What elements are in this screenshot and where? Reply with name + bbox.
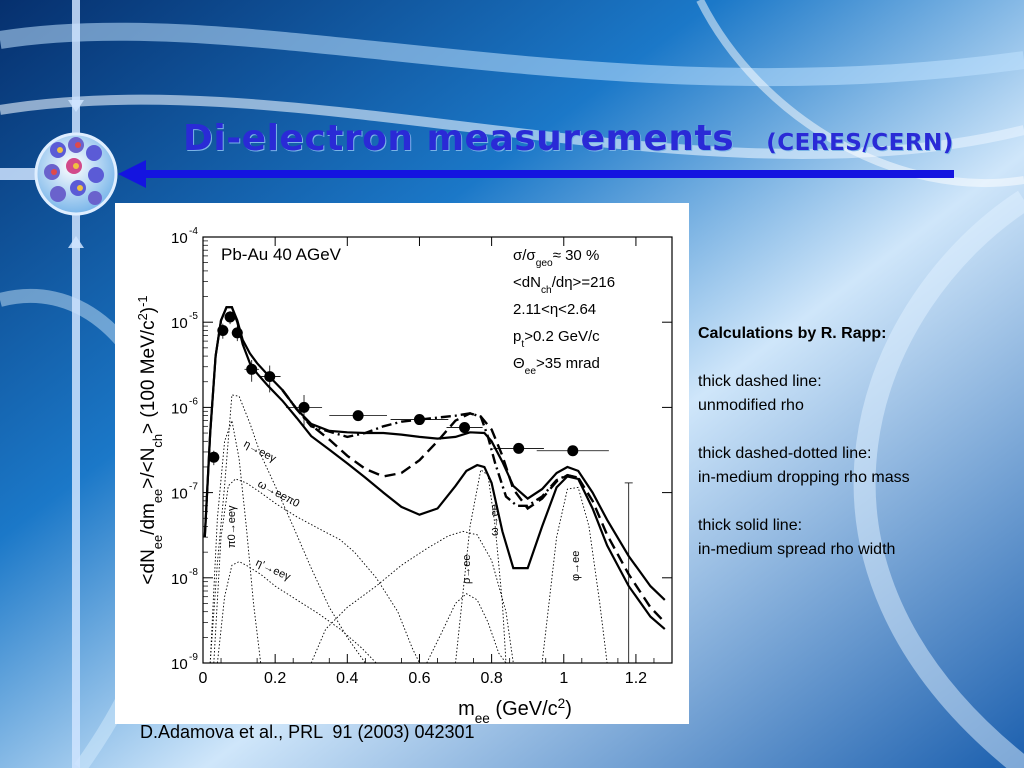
title-sub: (CERES/CERN) (766, 130, 954, 156)
note-dashdot-desc: in-medium dropping rho mass (698, 469, 910, 486)
y-tick-label: 10 (171, 315, 188, 332)
notes-heading: Calculations by R. Rapp: (698, 325, 887, 342)
note-solid-style: thick solid line: (698, 517, 803, 534)
annotation-cut: 2.11<η<2.64 (513, 301, 596, 318)
data-point (264, 371, 276, 383)
note-dashed: thick dashed line: unmodified rho (698, 370, 910, 418)
data-point (246, 363, 258, 375)
x-tick-label: 0.6 (408, 670, 430, 687)
note-solid-desc: in-medium spread rho width (698, 541, 896, 558)
decay-label-phi: φ→ee (570, 551, 582, 581)
x-tick-label: 0.8 (480, 670, 502, 687)
curve-thick-solid (203, 306, 666, 601)
curve-thick-dashdot (281, 389, 579, 507)
y-tick-exponent: -6 (189, 396, 198, 407)
x-tick-label: 0 (199, 670, 208, 687)
decay-label-etaprime: η'→eeγ (254, 557, 293, 584)
x-tick-label: 0.2 (264, 670, 286, 687)
curve-thin-dotted (209, 418, 262, 664)
annotation-system: Pb-Au 40 AGeV (221, 245, 342, 264)
data-point (208, 451, 220, 463)
decay-label-omega: ω→ee (489, 504, 501, 536)
plot-frame (202, 236, 673, 664)
data-point (224, 311, 236, 323)
curve-thin-dotted (213, 478, 420, 664)
annotation-cut: σ/σgeo≈ 30 % (513, 247, 599, 269)
chart-points (208, 311, 609, 466)
y-tick-label: 10 (171, 230, 188, 247)
note-dashed-style: thick dashed line: (698, 373, 822, 390)
x-tick-label: 1 (559, 670, 568, 687)
annotation-cut: pt>0.2 GeV/c (513, 328, 600, 350)
note-solid: thick solid line: in-medium spread rho w… (698, 514, 910, 562)
annotation-cut: Θee>35 mrad (513, 355, 600, 377)
decay-label-rho: ρ→ee (461, 555, 473, 585)
note-dashed-desc: unmodified rho (698, 397, 804, 414)
y-tick-exponent: -4 (189, 226, 198, 237)
title-arrow (140, 170, 954, 178)
data-point (217, 324, 229, 336)
y-tick-label: 10 (171, 571, 188, 588)
x-axis-title: mee (GeV/c2) (458, 696, 572, 725)
curve-thin-dotted (216, 561, 377, 664)
vertical-rail (72, 0, 80, 768)
data-point (231, 327, 243, 339)
slide-title: Di-electron measurements (CERES/CERN) (183, 118, 954, 159)
figure-citation: D.Adamova et al., PRL 91 (2003) 042301 (140, 722, 475, 742)
curve-thin-dotted (310, 530, 514, 664)
chart-axes: 0 0.2 0.4 0.6 0.8 1 1.210-410-510-610-710 -810-… (171, 226, 673, 687)
data-point (459, 422, 471, 434)
x-tick-label: 0.4 (336, 670, 358, 687)
data-point (413, 414, 425, 426)
curve-thin-dotted (541, 486, 608, 664)
y-tick-label: 10 (171, 486, 188, 503)
note-dashdot: thick dashed-dotted line: in-medium drop… (698, 442, 910, 490)
data-point (352, 410, 364, 422)
y-tick-exponent: -9 (189, 652, 198, 663)
dielectron-chart: 0 0.2 0.4 0.6 0.8 1 1.210-410-510-610-710 -810-… (135, 226, 673, 725)
x-tick-label: 1.2 (625, 670, 647, 687)
data-point (298, 401, 310, 413)
data-point (567, 445, 579, 457)
y-tick-exponent: -5 (189, 311, 198, 322)
annotation-cut: <dNch/dη>=216 (513, 274, 615, 296)
note-dashdot-style: thick dashed-dotted line: (698, 445, 872, 462)
y-tick-label: 10 (171, 656, 188, 673)
y-axis-title: <dNee/dmee>/<Nch> (100 MeV/c2)-1 (135, 295, 165, 584)
curve-thin-dotted (455, 469, 507, 664)
chart-curves (203, 306, 666, 664)
y-tick-label: 10 (171, 400, 188, 417)
logo-icon (34, 132, 118, 216)
decay-label-pi0: π0→eeγ (226, 505, 238, 548)
data-point (513, 442, 525, 454)
calculation-notes: Calculations by R. Rapp: thick dashed li… (698, 322, 910, 586)
figure-panel (115, 203, 689, 724)
y-tick-exponent: -7 (189, 482, 198, 493)
decay-label-eta: η→eeγ (242, 438, 279, 465)
y-tick-exponent: -8 (189, 567, 198, 578)
title-main: Di-electron measurements (183, 118, 735, 159)
curve-thick-dashed (281, 389, 666, 624)
curve-thin-dotted (426, 593, 507, 664)
